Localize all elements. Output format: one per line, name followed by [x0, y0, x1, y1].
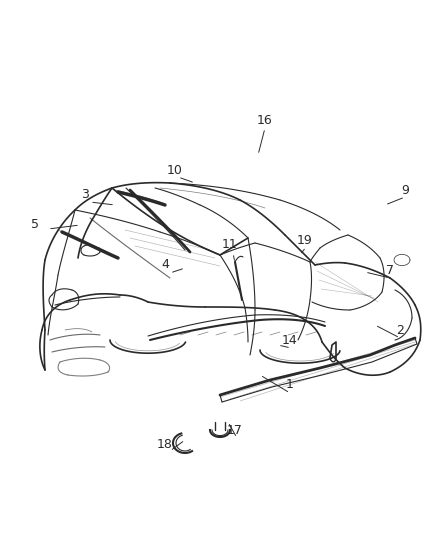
Text: 3: 3	[81, 189, 89, 201]
Text: 18: 18	[157, 439, 173, 451]
Text: 5: 5	[31, 219, 39, 231]
Text: 7: 7	[386, 263, 394, 277]
Text: 1: 1	[286, 378, 294, 392]
Text: 10: 10	[167, 164, 183, 176]
Text: 17: 17	[227, 424, 243, 437]
Text: 9: 9	[401, 183, 409, 197]
Text: 19: 19	[297, 233, 313, 246]
Text: 11: 11	[222, 238, 238, 252]
Text: 14: 14	[282, 334, 298, 346]
Text: 16: 16	[257, 114, 273, 126]
Text: 4: 4	[161, 259, 169, 271]
Text: 2: 2	[396, 324, 404, 336]
